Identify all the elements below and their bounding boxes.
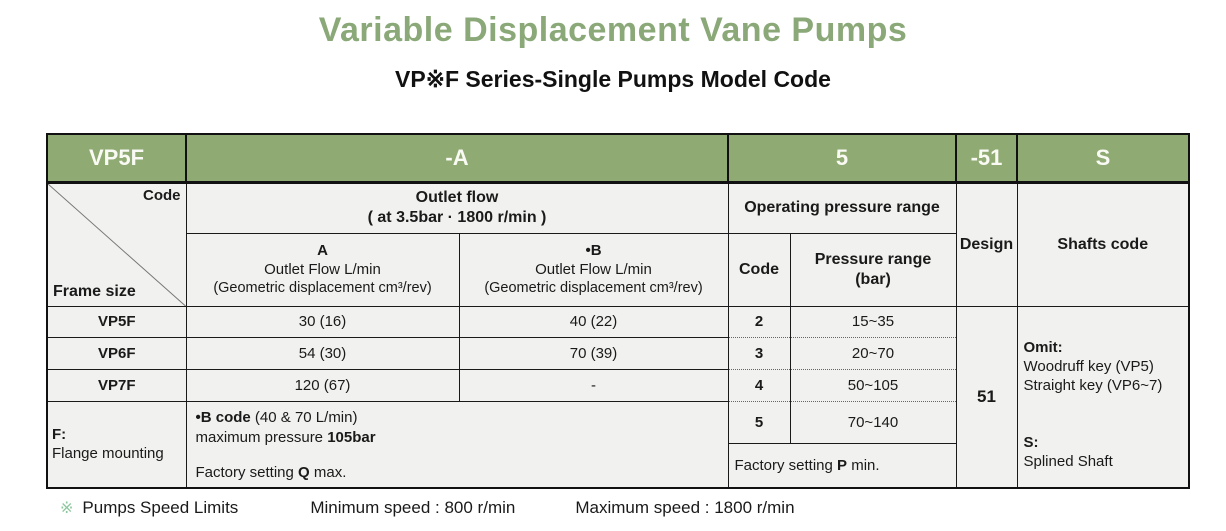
pressure-range-4: 50~105 (789, 368, 957, 401)
design-value: 51 (955, 305, 1018, 489)
model-code-design: -51 (955, 133, 1018, 184)
shaft-s-desc: Splined Shaft (1023, 452, 1113, 470)
flange-desc: Flange mounting (52, 445, 164, 463)
pressure-range-column-header: Pressure range (bar) (789, 232, 957, 307)
model-code-row: VP5F -A 5 -51 S (46, 133, 1190, 184)
column-a-note: (Geometric displacement cm³/rev) (213, 280, 432, 296)
model-code-outlet: -A (185, 133, 729, 184)
vp7f-flow-a: 120 (67) (185, 368, 460, 402)
shafts-code-cell: Omit: Woodruff key (VP5) Straight key (V… (1016, 305, 1190, 489)
shaft-s-label: S: (1023, 433, 1039, 451)
b-code-note-cell: •B code (40 & 70 L/min) maximum pressure… (185, 400, 729, 489)
section-header-row: Code Frame size Outlet flow ( at 3.5bar … (46, 181, 1190, 307)
b-code-note-line1: •B code (40 & 70 L/min) (195, 408, 358, 426)
pressure-range-5: 70~140 (789, 400, 957, 444)
shafts-code-header: Shafts code (1016, 181, 1190, 307)
code-framesize-corner-cell: Code Frame size (46, 181, 187, 307)
page-subtitle: VP※F Series-Single Pumps Model Code (395, 66, 831, 92)
design-header: Design (955, 181, 1018, 307)
pressure-code-4: 4 (727, 368, 791, 401)
vp5f-flow-b: 40 (22) (458, 305, 729, 338)
model-code-shaft: S (1016, 133, 1190, 184)
frame-vp7f-label: VP7F (46, 368, 187, 402)
shaft-omit-line2: Straight key (VP6~7) (1023, 376, 1163, 394)
frame-vp5f-label: VP5F (46, 305, 187, 338)
pressure-code-5: 5 (727, 400, 791, 444)
column-b-code: •B (585, 242, 602, 259)
pressure-range-3: 20~70 (789, 336, 957, 369)
outlet-flow-title: Outlet flow (415, 189, 499, 206)
flange-code-label: F: (52, 426, 67, 444)
flange-mounting-cell: F: Flange mounting (46, 400, 187, 489)
pressure-range-2: 15~35 (789, 305, 957, 337)
column-a-code: A (317, 242, 328, 259)
pressure-range-unit: (bar) (855, 270, 891, 288)
factory-setting-q-note: Factory setting Q max. (195, 463, 347, 481)
vp6f-flow-a: 54 (30) (185, 336, 460, 370)
frame-vp6f-label: VP6F (46, 336, 187, 370)
minimum-speed-value: Minimum speed : 800 r/min (310, 498, 516, 517)
table-row: F: Flange mounting •B code (40 & 70 L/mi… (46, 400, 1189, 489)
outlet-flow-condition: ( at 3.5bar · 1800 r/min ) (367, 209, 547, 226)
factory-setting-p-cell: Factory setting P min. (727, 442, 957, 489)
outlet-flow-header: Outlet flow ( at 3.5bar · 1800 r/min ) (185, 181, 729, 234)
vp7f-flow-b: - (458, 368, 729, 402)
diagonal-divider-line (48, 184, 186, 306)
speed-limits-label: Pumps Speed Limits (82, 498, 239, 517)
shaft-omit-line1: Woodruff key (VP5) (1023, 357, 1154, 375)
model-code-frame: VP5F (46, 133, 187, 184)
model-code-pressure: 5 (727, 133, 957, 184)
vp5f-flow-a: 30 (16) (185, 305, 460, 338)
vp6f-flow-b: 70 (39) (458, 336, 729, 370)
model-code-table: VP5F -A 5 -51 S Code Frame size Outlet f… (46, 133, 1190, 489)
pressure-range-label: Pressure range (814, 250, 932, 268)
reference-mark-icon: ※ (60, 500, 74, 517)
operating-pressure-header: Operating pressure range (727, 181, 957, 234)
column-b-note: (Geometric displacement cm³/rev) (484, 280, 703, 296)
corner-frame-size-label: Frame size (53, 282, 136, 300)
speed-limits-note: ※ Pumps Speed Limits Minimum speed : 800… (60, 498, 795, 518)
table-row: VP7F 120 (67) - 4 50~105 (46, 368, 1189, 402)
pressure-code-column-header: Code (727, 232, 791, 307)
b-code-note-line2: maximum pressure 105bar (195, 428, 376, 446)
column-a-unit: Outlet Flow L/min (264, 261, 381, 278)
shaft-omit-label: Omit: (1023, 338, 1063, 356)
sub-header-row: A Outlet Flow L/min (Geometric displacem… (47, 232, 1189, 307)
pressure-code-3: 3 (727, 336, 791, 369)
maximum-speed-value: Maximum speed : 1800 r/min (575, 498, 795, 517)
column-b-header: •B Outlet Flow L/min (Geometric displace… (458, 232, 729, 307)
table-row: VP5F 30 (16) 40 (22) 2 15~35 51 Omit: Wo… (46, 305, 1190, 489)
shaft-cell-spacer (1024, 395, 1189, 433)
pressure-code-2: 2 (727, 305, 791, 337)
page-title: Variable Displacement Vane Pumps (318, 11, 908, 49)
corner-code-label: Code (143, 186, 181, 204)
column-b-unit: Outlet Flow L/min (535, 261, 652, 278)
table-row: Factory setting P min. (47, 442, 1189, 489)
column-a-header: A Outlet Flow L/min (Geometric displacem… (185, 232, 460, 307)
